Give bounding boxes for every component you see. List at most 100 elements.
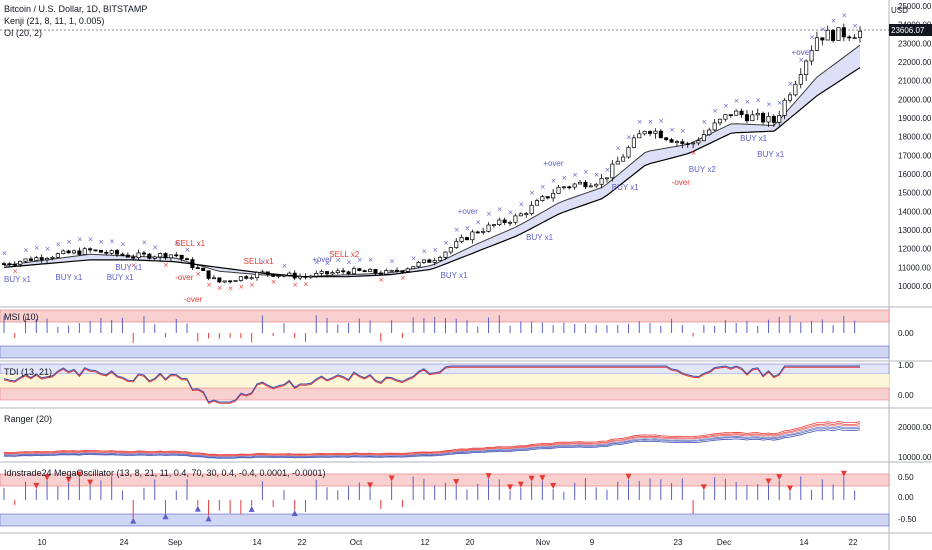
buy-marker-icon: ×: [540, 183, 546, 191]
candle-body: [648, 131, 653, 134]
candle-body: [330, 272, 335, 275]
candle-body: [497, 219, 502, 225]
candle-body: [680, 141, 685, 144]
price-tick-label: 11000.00: [898, 263, 931, 272]
buy-marker-icon: ×: [615, 145, 621, 153]
candle-body: [7, 263, 12, 266]
price-tick-label: 16000.00: [898, 170, 932, 179]
candle-body: [734, 110, 739, 116]
candle-body: [174, 254, 179, 257]
buy-marker-icon: ×: [281, 262, 287, 270]
buy-marker-icon: ×: [626, 134, 632, 142]
candle-body: [228, 280, 233, 283]
candle-body: [152, 256, 157, 259]
candle-body: [626, 147, 631, 158]
candle-body: [12, 263, 17, 266]
candle-body: [610, 163, 615, 179]
sell-marker-icon: ×: [400, 274, 406, 282]
candle-body: [825, 29, 830, 41]
candle-body: [308, 275, 313, 278]
candle-body: [637, 133, 642, 139]
sub-pane-tick-label: -0.50: [898, 515, 917, 524]
msi-lower-zone: [0, 345, 890, 359]
candle-body: [303, 276, 308, 278]
candle-body: [777, 115, 782, 123]
signal-label: BUY x1: [740, 134, 768, 143]
candle-body: [368, 269, 373, 273]
candle-body: [432, 260, 437, 263]
candle-body: [814, 37, 819, 51]
chart-title[interactable]: Bitcoin / U.S. Dollar, 1D, BITSTAMP: [4, 4, 147, 14]
indicator-kenji-label[interactable]: Kenji (21, 8, 11, 1, 0.005): [4, 16, 104, 26]
candle-body: [23, 258, 28, 262]
candle-body: [125, 254, 130, 258]
buy-marker-icon: ×: [141, 239, 147, 247]
candle-body: [691, 142, 696, 145]
candle-body: [168, 254, 173, 259]
candle-body: [707, 129, 712, 135]
buy-triangle-icon: [162, 513, 169, 520]
time-axis[interactable]: 10 24 Sep 14 22 Oct 12 20 Nov 9 23 Dec 14 22: [38, 538, 858, 547]
candle-body: [206, 270, 211, 279]
buy-marker-icon: ×: [734, 97, 740, 105]
candle-body: [346, 271, 351, 275]
candle-body: [55, 253, 60, 258]
signal-label: BUY x1: [55, 273, 83, 282]
sell-marker-icon: ×: [292, 281, 298, 289]
oi-line: [3, 67, 861, 278]
candle-body: [674, 141, 679, 144]
buy-triangle-icon: [205, 515, 212, 522]
sell-marker-icon: ×: [228, 285, 234, 293]
candle-body: [244, 276, 249, 279]
moving-average-lines: [3, 44, 861, 278]
candle-body: [66, 250, 71, 254]
sell-marker-icon: ×: [238, 283, 244, 291]
sell-marker-icon: ×: [12, 267, 18, 275]
candle-body: [669, 139, 674, 143]
candle-body: [190, 259, 195, 268]
candle-body: [508, 221, 513, 224]
buy-marker-icon: ×: [583, 168, 589, 176]
tdi-main-line: [3, 365, 860, 403]
buy-marker-icon: ×: [508, 209, 514, 217]
candle-body: [39, 257, 44, 261]
sell-marker-icon: ×: [249, 281, 255, 289]
price-axis[interactable]: 25000.0024000.0023000.0022000.0021000.00…: [898, 2, 932, 291]
sell-triangle-icon: [776, 474, 783, 481]
candle-body: [147, 253, 152, 259]
candle-body: [540, 196, 545, 201]
signal-label: +over: [312, 255, 333, 264]
time-tick-label: 10: [38, 538, 47, 547]
buy-marker-icon: ×: [389, 258, 395, 266]
mega-pane-label[interactable]: Idnstrade24 MegaOscillator (13, 8, 21, 1…: [4, 468, 326, 478]
candle-body: [685, 143, 690, 145]
sell-triangle-icon: [65, 476, 72, 483]
tdi-pane-label[interactable]: TDI (13, 21): [4, 367, 52, 377]
ranger-pane-label[interactable]: Ranger (20): [4, 414, 52, 424]
candle-body: [847, 36, 852, 39]
sub-pane-axes: 0.00 1.00 0.00 20000.00 10000.00 0.50 0.00 -0.5…: [898, 329, 932, 524]
buy-marker-icon: ×: [712, 107, 718, 115]
signal-label: BUY x1: [4, 275, 32, 284]
msi-pane-label[interactable]: MSI (10): [4, 312, 39, 322]
candle-body: [761, 112, 766, 123]
last-price-value: 23606.07: [891, 26, 925, 35]
candle-body: [287, 272, 292, 276]
candle-body: [755, 112, 760, 116]
sell-triangle-icon: [507, 484, 514, 491]
buy-marker-icon: ×: [637, 118, 643, 126]
buy-marker-icon: ×: [529, 189, 535, 197]
sell-triangle-icon: [539, 475, 546, 482]
msi-pane: [0, 309, 890, 359]
candle-body: [631, 137, 636, 148]
candle-body: [158, 253, 163, 258]
candle-body: [599, 178, 604, 185]
candle-body: [115, 250, 120, 255]
time-tick-label: 9: [590, 538, 595, 547]
candle-body: [524, 213, 529, 215]
buy-marker-icon: ×: [185, 246, 191, 254]
indicator-oi-label[interactable]: OI (20, 2): [4, 28, 42, 38]
candle-body: [362, 270, 367, 273]
